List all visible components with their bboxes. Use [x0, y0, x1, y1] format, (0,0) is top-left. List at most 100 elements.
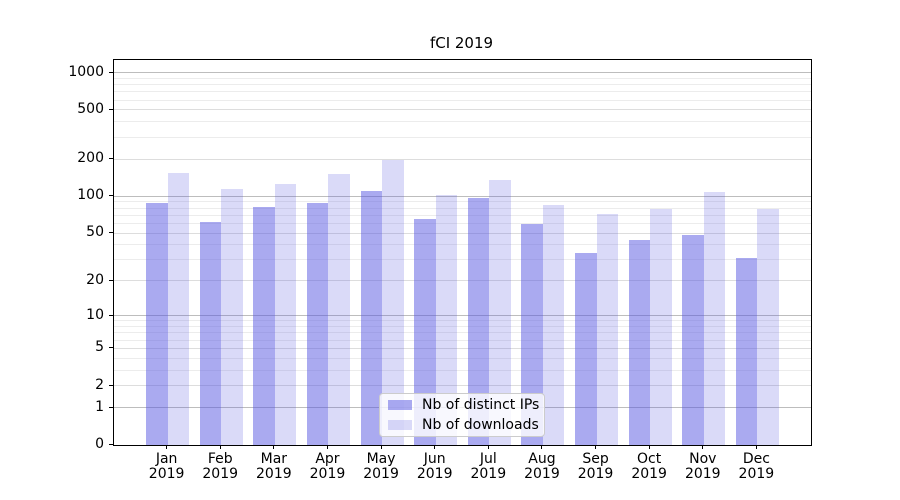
x-tick-year: 2019 [363, 466, 399, 482]
bar-may-distinct-ips [360, 190, 383, 445]
y-axis-tick-label: 10 [86, 306, 104, 323]
x-axis-tick-label: Feb 2019 [190, 452, 250, 482]
chart-title: fCI 2019 [429, 34, 494, 52]
y-axis-tick-mark [109, 232, 113, 234]
x-axis-tick-label: Nov 2019 [673, 452, 733, 482]
gridline-minor [114, 77, 811, 79]
gridline-minor [114, 357, 811, 359]
y-axis-tick-mark [109, 406, 113, 408]
legend-item: Nb of downloads [388, 417, 539, 433]
gridline-minor [114, 207, 811, 209]
x-axis-tick-mark [326, 445, 328, 449]
x-tick-year: 2019 [309, 466, 346, 482]
y-axis-tick-label: 1 [95, 398, 104, 415]
gridline-minor [114, 121, 811, 123]
y-axis-tick-label: 1000 [68, 63, 104, 80]
bar-jun-distinct-ips [414, 219, 436, 445]
bar-oct-downloads [650, 208, 672, 445]
y-axis-tick-label: 0 [95, 436, 104, 452]
y-axis-tick-mark [109, 444, 113, 445]
x-tick-month: Jan [155, 451, 178, 467]
bar-jul-distinct-ips [467, 197, 490, 445]
gridline-minor [114, 332, 811, 334]
gridline-minor [114, 244, 811, 246]
x-axis-tick-mark [595, 445, 597, 449]
y-axis-tick-mark [109, 347, 113, 349]
x-tick-year: 2019 [416, 466, 453, 482]
y-axis-tick-label: 50 [86, 224, 104, 241]
x-axis-tick-label: Oct 2019 [619, 452, 679, 482]
x-axis-tick-label: Apr 2019 [297, 452, 357, 482]
gridline-minor [114, 136, 811, 138]
y-axis-tick-label: 200 [77, 150, 104, 167]
x-tick-month: Oct [637, 451, 662, 467]
gridline-minor [114, 84, 811, 86]
gridline-minor [114, 326, 811, 328]
x-axis-tick-label: May 2019 [351, 452, 411, 482]
x-tick-month: Mar [260, 451, 288, 467]
x-tick-year: 2019 [202, 466, 239, 482]
y-axis-tick-label: 100 [77, 187, 104, 204]
gridline-minor [114, 91, 811, 93]
bar-may-downloads [382, 160, 404, 445]
x-axis-tick-mark [702, 445, 704, 449]
bar-jan-downloads [167, 172, 190, 445]
x-tick-month: Nov [689, 451, 717, 467]
x-tick-month: Sep [582, 451, 609, 467]
x-axis-tick-label: Sep 2019 [566, 452, 626, 482]
bar-feb-downloads [221, 188, 243, 445]
y-axis-tick-mark [109, 108, 113, 110]
gridline-minor [114, 259, 811, 261]
bar-feb-distinct-ips [199, 221, 222, 445]
gridline [114, 195, 811, 197]
x-tick-year: 2019 [631, 466, 667, 482]
x-tick-month: Apr [315, 451, 340, 467]
x-axis-tick-label: Dec 2019 [726, 452, 786, 482]
y-axis-tick-mark [109, 384, 113, 386]
x-tick-month: Jul [479, 451, 497, 467]
bar-sep-downloads [596, 213, 618, 445]
gridline-minor [114, 320, 811, 322]
plot-area: Nb of distinct IPs Nb of downloads [113, 59, 812, 446]
gridline-minor [114, 369, 811, 371]
gridline-minor [114, 339, 811, 341]
gridline [114, 109, 811, 111]
y-axis-tick-label: 2 [95, 376, 104, 393]
x-tick-year: 2019 [148, 466, 185, 482]
bar-mar-downloads [274, 184, 297, 445]
x-axis-tick-label: Mar 2019 [244, 452, 304, 482]
gridline [114, 385, 811, 387]
x-axis-tick-label: Jun 2019 [405, 452, 465, 482]
gridline-minor [114, 201, 811, 203]
gridline [114, 72, 811, 74]
x-tick-year: 2019 [524, 466, 560, 482]
bar-jun-downloads [435, 194, 458, 445]
gridline [114, 232, 811, 234]
gridline [114, 280, 811, 282]
bar-jan-distinct-ips [146, 202, 168, 445]
x-axis-tick-mark [755, 445, 757, 449]
y-axis-tick-label: 500 [77, 100, 104, 117]
bar-mar-distinct-ips [253, 206, 275, 445]
x-tick-year: 2019 [577, 466, 614, 482]
bar-dec-downloads [757, 208, 779, 445]
bar-jul-downloads [489, 180, 511, 445]
x-tick-month: Aug [528, 451, 556, 467]
legend: Nb of distinct IPs Nb of downloads [379, 393, 545, 437]
x-tick-month: Jun [423, 451, 446, 467]
y-axis-tick-mark [109, 279, 113, 281]
bar-sep-distinct-ips [575, 253, 597, 445]
gridline-minor [114, 222, 811, 224]
x-axis-tick-mark [541, 445, 543, 449]
legend-label: Nb of distinct IPs [422, 397, 540, 413]
x-axis-tick-label: Jan 2019 [137, 452, 197, 482]
bar-oct-distinct-ips [628, 239, 651, 445]
bar-apr-distinct-ips [307, 202, 329, 445]
x-tick-year: 2019 [684, 466, 721, 482]
legend-swatch [388, 400, 412, 410]
y-axis-tick-label: 5 [95, 339, 104, 356]
y-axis-tick-mark [109, 71, 113, 73]
x-tick-year: 2019 [470, 466, 507, 482]
bar-apr-downloads [328, 174, 350, 445]
